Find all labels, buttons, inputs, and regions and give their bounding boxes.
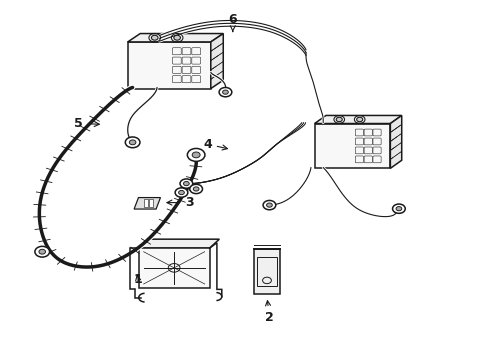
Text: 1: 1 xyxy=(134,273,143,286)
Polygon shape xyxy=(128,33,223,42)
Polygon shape xyxy=(139,248,210,288)
Circle shape xyxy=(184,181,189,186)
Circle shape xyxy=(35,246,49,257)
Circle shape xyxy=(125,137,140,148)
Bar xyxy=(149,199,153,207)
Circle shape xyxy=(263,201,276,210)
Circle shape xyxy=(193,187,199,191)
Polygon shape xyxy=(315,123,391,168)
Text: 3: 3 xyxy=(167,196,194,209)
Text: 5: 5 xyxy=(74,117,99,130)
Circle shape xyxy=(396,207,402,211)
Circle shape xyxy=(336,117,343,122)
Circle shape xyxy=(175,188,188,197)
Text: 4: 4 xyxy=(203,138,227,150)
Polygon shape xyxy=(211,33,223,89)
Circle shape xyxy=(192,152,200,158)
Polygon shape xyxy=(253,249,280,294)
Circle shape xyxy=(129,140,136,145)
Circle shape xyxy=(357,117,363,122)
Circle shape xyxy=(219,87,232,97)
Circle shape xyxy=(179,190,184,195)
Circle shape xyxy=(174,35,180,40)
Text: 6: 6 xyxy=(228,13,237,31)
Circle shape xyxy=(222,90,228,94)
Polygon shape xyxy=(128,42,211,89)
Circle shape xyxy=(180,179,193,188)
Polygon shape xyxy=(391,116,402,168)
Circle shape xyxy=(187,148,205,161)
Circle shape xyxy=(39,249,46,254)
Circle shape xyxy=(267,203,272,207)
Circle shape xyxy=(151,35,158,40)
Polygon shape xyxy=(315,116,402,123)
Circle shape xyxy=(190,184,202,194)
Text: 2: 2 xyxy=(265,301,274,324)
Bar xyxy=(145,199,148,207)
Circle shape xyxy=(392,204,405,213)
Polygon shape xyxy=(134,198,160,209)
Polygon shape xyxy=(139,239,220,248)
